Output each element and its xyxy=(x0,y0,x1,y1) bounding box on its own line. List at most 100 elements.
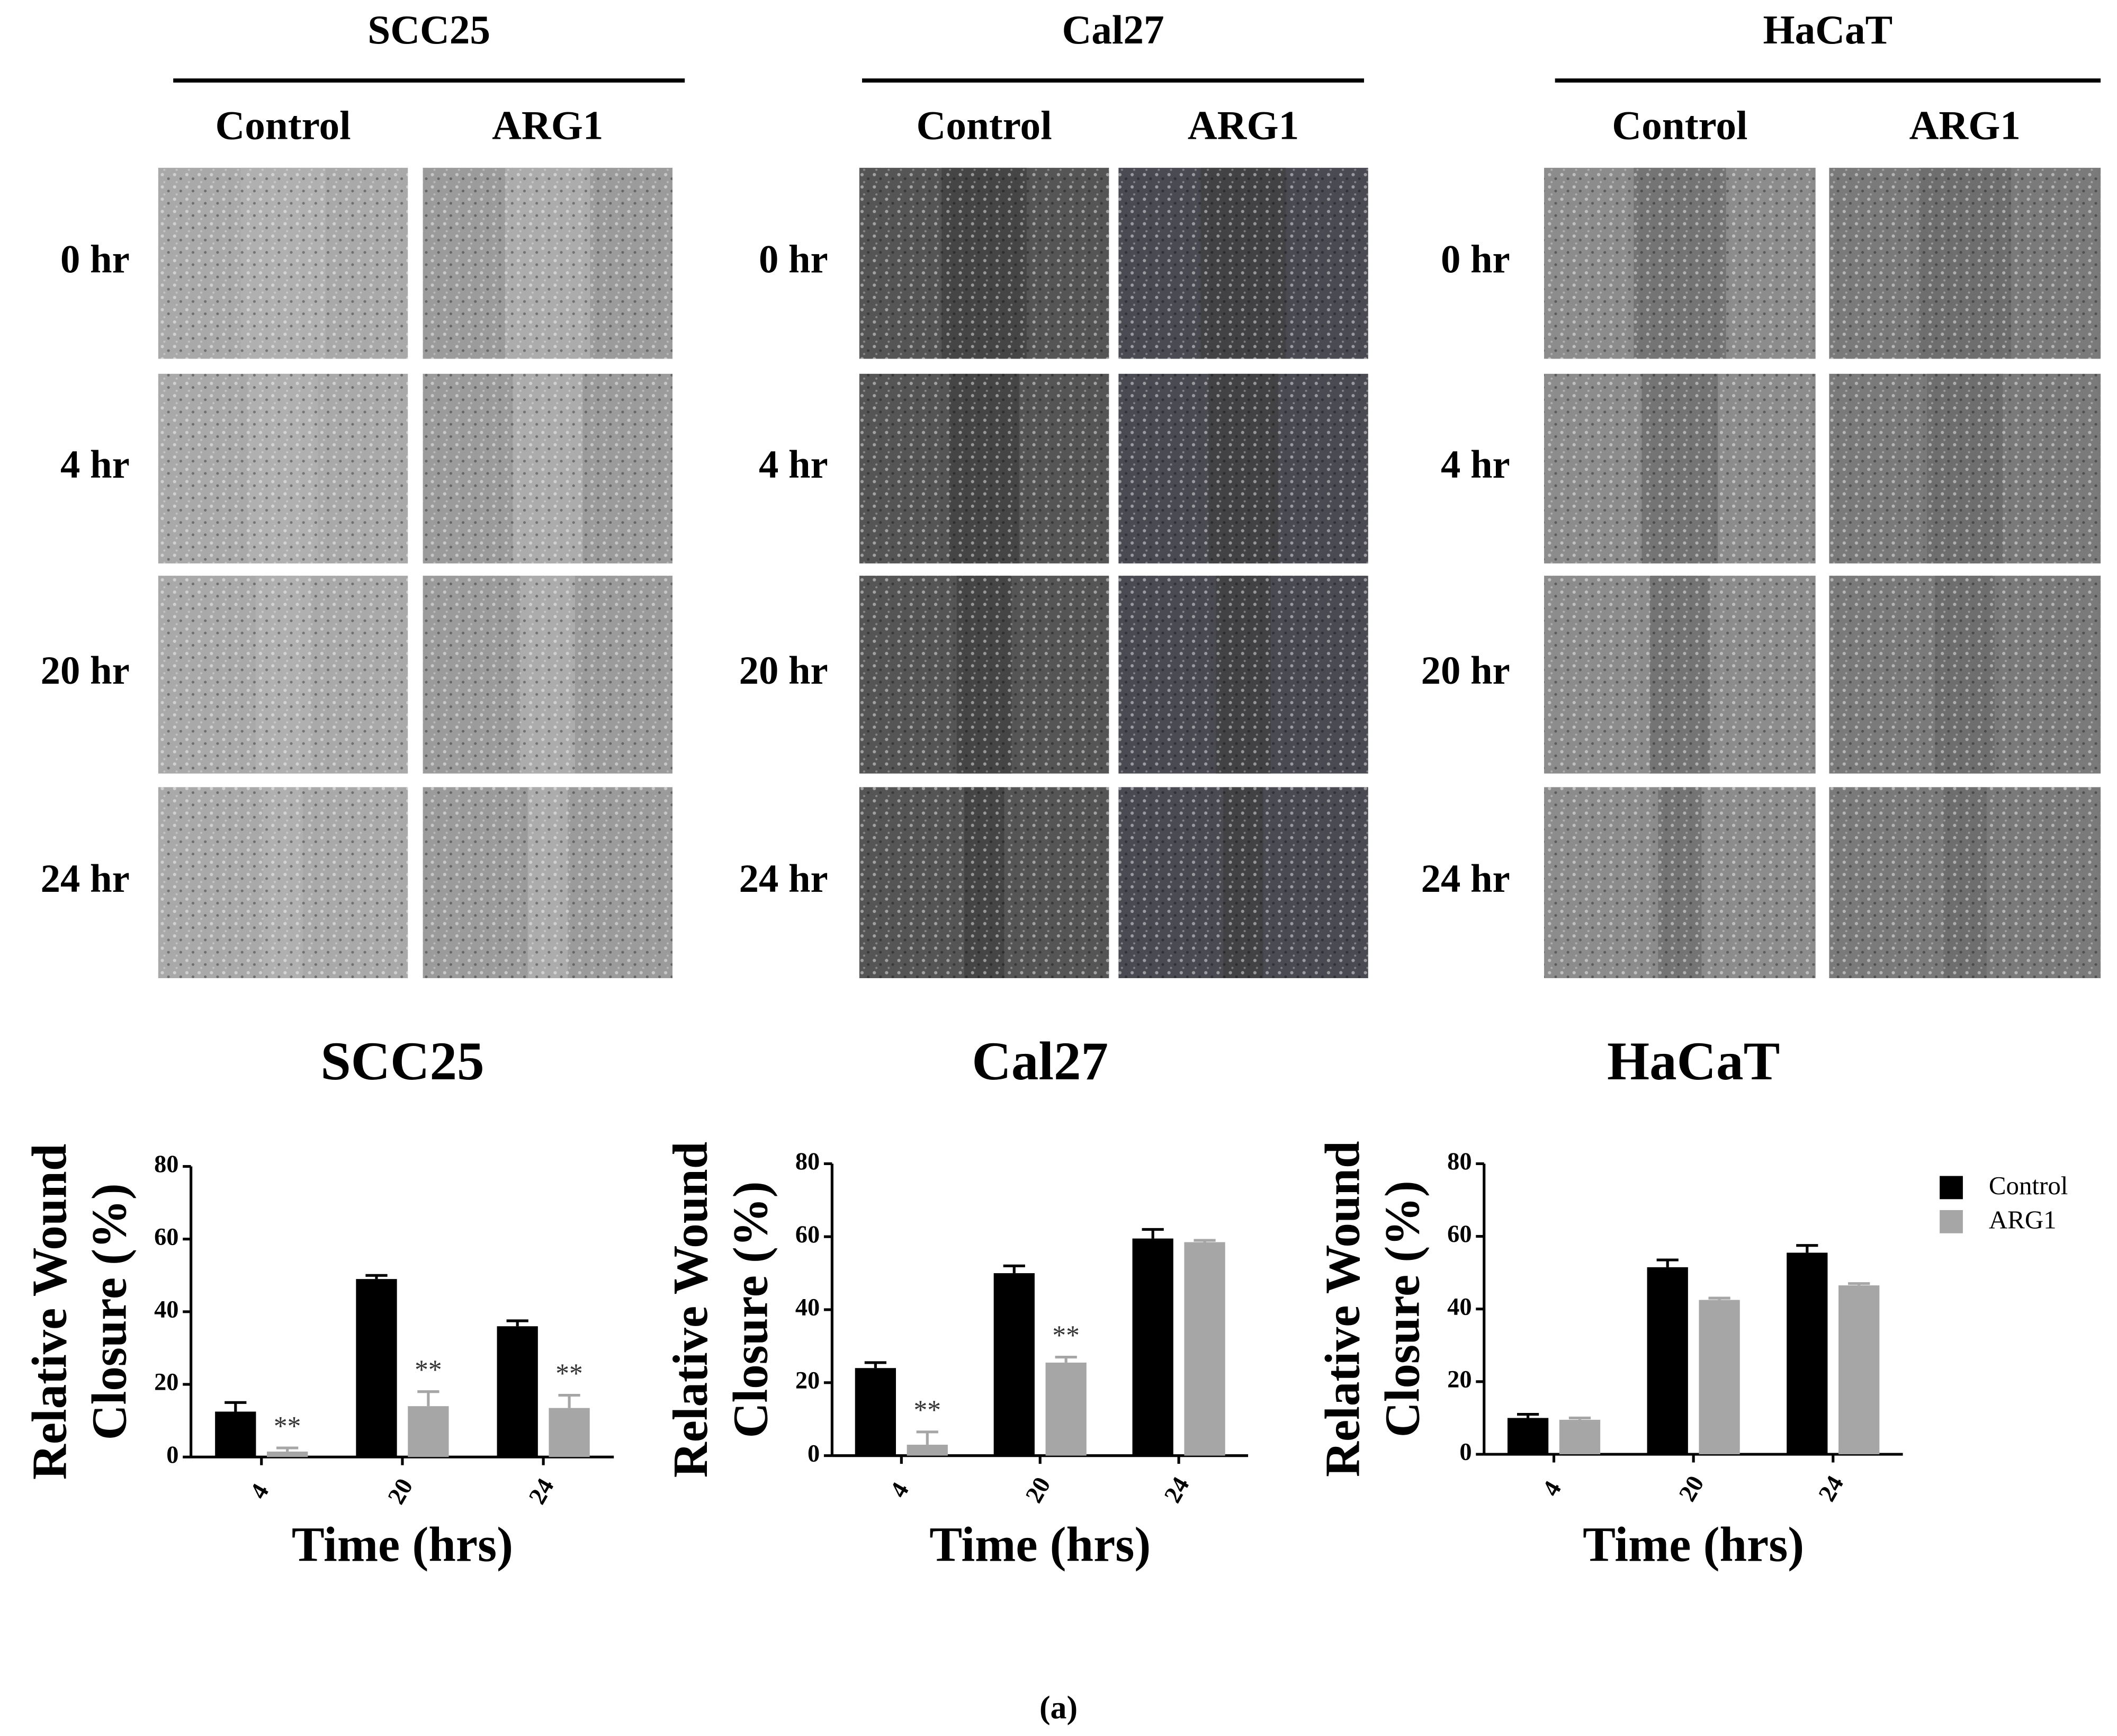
significance-label: ** xyxy=(555,1358,583,1389)
y-tick-label: 40 xyxy=(1447,1293,1472,1320)
x-axis-label: Time (hrs) xyxy=(1583,1518,1804,1572)
x-axis-label: Time (hrs) xyxy=(929,1518,1151,1572)
condition-label: Control xyxy=(1612,102,1747,148)
bar xyxy=(855,1368,896,1456)
x-tick-label: 24 xyxy=(524,1474,559,1509)
x-tick-label: 24 xyxy=(1159,1473,1195,1508)
cell-texture xyxy=(158,787,408,979)
y-tick-label: 0 xyxy=(166,1442,178,1469)
cell-texture xyxy=(158,167,408,359)
x-tick-label: 24 xyxy=(1814,1471,1849,1506)
cell-texture xyxy=(1544,787,1816,979)
y-tick-label: 0 xyxy=(808,1440,820,1467)
y-tick-label: 20 xyxy=(1447,1366,1472,1393)
timepoint-label: 0 hr xyxy=(1441,237,1510,281)
bar xyxy=(1647,1267,1688,1455)
y-axis-label: Closure (%) xyxy=(1376,1180,1430,1437)
bar xyxy=(1787,1252,1828,1455)
condition-label: ARG1 xyxy=(1909,102,2021,148)
bar xyxy=(267,1451,308,1457)
x-tick-label: 20 xyxy=(383,1474,418,1509)
cell-texture xyxy=(859,576,1109,774)
legend-swatch xyxy=(1940,1210,1963,1233)
y-tick-label: 80 xyxy=(795,1148,820,1175)
cell-texture xyxy=(1118,576,1368,774)
y-tick-label: 60 xyxy=(1447,1221,1472,1248)
cell-texture xyxy=(1544,576,1816,774)
bar xyxy=(1184,1242,1225,1456)
y-tick-label: 20 xyxy=(154,1369,178,1396)
significance-label: ** xyxy=(1052,1320,1080,1350)
legend-label: Control xyxy=(1989,1171,2068,1200)
x-tick-label: 4 xyxy=(885,1478,914,1502)
x-tick-label: 20 xyxy=(1674,1471,1709,1506)
y-tick-label: 0 xyxy=(1459,1439,1472,1466)
x-tick-label: 20 xyxy=(1020,1473,1056,1508)
significance-label: ** xyxy=(914,1395,941,1426)
chart-title: Cal27 xyxy=(972,1031,1108,1091)
cell-texture xyxy=(1544,373,1816,563)
cell-texture xyxy=(1118,373,1368,563)
bar xyxy=(1838,1285,1880,1455)
significance-label: ** xyxy=(274,1411,301,1442)
timepoint-label: 20 hr xyxy=(41,649,130,693)
cell-texture xyxy=(423,576,672,774)
cell-texture xyxy=(1118,787,1368,979)
bar xyxy=(408,1406,449,1457)
cell-texture xyxy=(859,167,1109,359)
bar xyxy=(993,1273,1035,1456)
bar xyxy=(1559,1419,1601,1455)
cell-texture xyxy=(859,373,1109,563)
bar xyxy=(497,1326,538,1457)
cell-texture xyxy=(423,373,672,563)
cell-texture xyxy=(158,373,408,563)
y-axis-label: Closure (%) xyxy=(83,1183,137,1440)
cell-texture xyxy=(158,576,408,774)
y-axis-label: Relative Wound xyxy=(1315,1141,1370,1477)
cell-texture xyxy=(859,787,1109,979)
cell-texture xyxy=(423,787,672,979)
panel-title: SCC25 xyxy=(367,7,490,52)
cell-texture xyxy=(1829,373,2101,563)
bar xyxy=(215,1411,256,1457)
condition-label: Control xyxy=(917,102,1052,148)
cell-texture xyxy=(1118,167,1368,359)
timepoint-label: 24 hr xyxy=(739,857,828,901)
timepoint-label: 0 hr xyxy=(60,237,130,281)
timepoint-label: 0 hr xyxy=(759,237,828,281)
timepoint-label: 24 hr xyxy=(41,857,130,901)
y-tick-label: 80 xyxy=(1447,1148,1472,1175)
timepoint-label: 4 hr xyxy=(60,443,130,487)
condition-label: Control xyxy=(215,102,351,148)
timepoint-label: 20 hr xyxy=(739,649,828,693)
y-tick-label: 60 xyxy=(154,1223,178,1250)
y-axis-label: Closure (%) xyxy=(723,1181,778,1438)
bar xyxy=(1699,1300,1740,1455)
y-axis-label: Relative Wound xyxy=(663,1142,718,1478)
bar xyxy=(907,1444,948,1456)
panel-title: Cal27 xyxy=(1062,7,1164,52)
timepoint-label: 24 hr xyxy=(1421,857,1510,901)
x-tick-label: 4 xyxy=(245,1479,275,1504)
panel-title: HaCaT xyxy=(1763,7,1893,52)
y-tick-label: 60 xyxy=(795,1221,820,1248)
timepoint-label: 4 hr xyxy=(1441,443,1510,487)
bar xyxy=(549,1408,590,1457)
legend-swatch xyxy=(1940,1176,1963,1200)
bar xyxy=(1507,1418,1549,1455)
x-tick-label: 4 xyxy=(1537,1477,1567,1501)
bar xyxy=(1132,1238,1173,1456)
cell-texture xyxy=(1829,167,2101,359)
y-axis-label: Relative Wound xyxy=(22,1144,77,1480)
condition-label: ARG1 xyxy=(492,102,603,148)
legend-label: ARG1 xyxy=(1989,1205,2057,1234)
cell-texture xyxy=(1829,576,2101,774)
cell-texture xyxy=(1544,167,1816,359)
timepoint-label: 4 hr xyxy=(759,443,828,487)
bar xyxy=(1045,1362,1087,1456)
y-tick-label: 40 xyxy=(154,1296,178,1323)
chart-title: SCC25 xyxy=(320,1031,484,1091)
cell-texture xyxy=(423,167,672,359)
bar xyxy=(356,1279,397,1457)
